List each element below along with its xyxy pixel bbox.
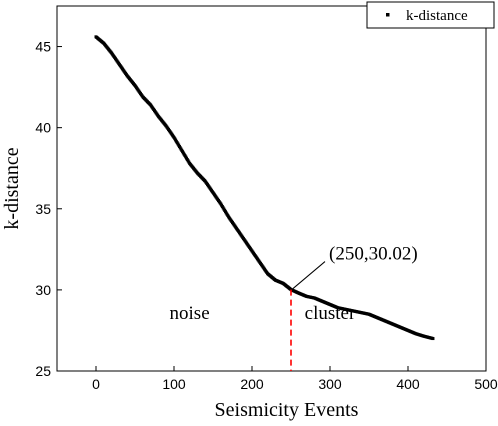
y-tick-label: 45 xyxy=(35,39,51,55)
legend: k-distance xyxy=(366,1,495,29)
y-tick-label: 35 xyxy=(35,201,51,217)
cluster-region-label: cluster xyxy=(305,303,356,324)
legend-marker xyxy=(386,13,390,17)
annotation-pointer-line xyxy=(292,261,326,289)
x-tick-label: 200 xyxy=(240,376,264,392)
data-point xyxy=(431,337,435,341)
x-tick-label: 500 xyxy=(474,376,498,392)
y-tick-label: 25 xyxy=(35,363,51,379)
x-tick-label: 100 xyxy=(162,376,186,392)
plot-frame xyxy=(56,5,487,372)
y-tick-label: 30 xyxy=(35,282,51,298)
data-points xyxy=(94,35,435,341)
y-tick-label: 40 xyxy=(35,120,51,136)
legend-entry-k-distance: k-distance xyxy=(406,8,468,24)
x-tick-label: 300 xyxy=(318,376,342,392)
x-tick-label: 400 xyxy=(396,376,420,392)
axes: 0 100 200 300 400 500 25 30 35 40 45 xyxy=(35,39,497,392)
x-axis-title: Seismicity Events xyxy=(215,399,359,421)
annotation-point-label: (250,30.02) xyxy=(329,244,418,265)
noise-region-label: noise xyxy=(170,303,210,324)
y-axis-title: k-distance xyxy=(1,147,23,229)
x-tick-label: 0 xyxy=(92,376,100,392)
